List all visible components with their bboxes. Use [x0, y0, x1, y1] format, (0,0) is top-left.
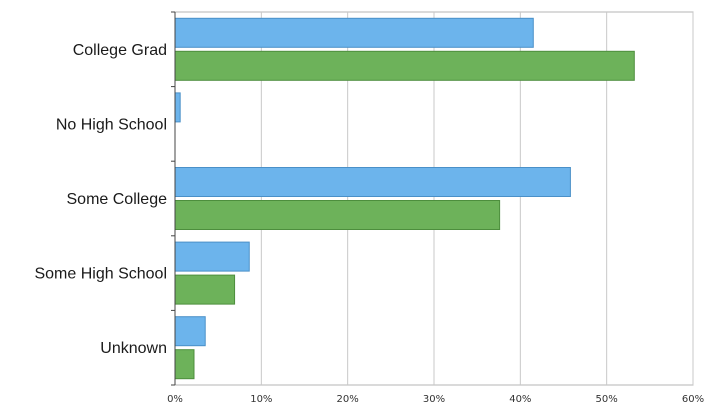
x-tick-label: 30% — [423, 394, 445, 405]
axes — [171, 11, 176, 386]
bar-series-1 — [174, 316, 206, 347]
bar-series-2 — [174, 349, 195, 380]
bars — [174, 17, 635, 380]
x-tick-label: 20% — [337, 394, 359, 405]
category-label: Some College — [67, 191, 168, 208]
bar-series-1 — [174, 92, 181, 123]
value-tick-labels: 0% 10% 20% 30% 40% 50% 60% — [167, 394, 704, 405]
x-tick-label: 60% — [682, 394, 704, 405]
bar-series-2 — [174, 200, 501, 230]
category-labels: College Grad No High School Some College So… — [34, 42, 167, 357]
bar-series-1 — [174, 241, 250, 272]
x-tick-label: 10% — [250, 394, 272, 405]
x-tick-label: 40% — [509, 394, 531, 405]
bar-series-1 — [174, 167, 571, 197]
bar-series-2 — [174, 50, 635, 81]
category-label: College Grad — [73, 42, 167, 59]
x-tick-label: 0% — [167, 394, 183, 405]
bar-series-2 — [174, 274, 236, 305]
category-label: No High School — [56, 116, 167, 133]
bar-series-1 — [174, 17, 534, 48]
x-tick-label: 50% — [596, 394, 618, 405]
category-label: Some High School — [34, 266, 167, 283]
category-label: Unknown — [100, 340, 167, 357]
